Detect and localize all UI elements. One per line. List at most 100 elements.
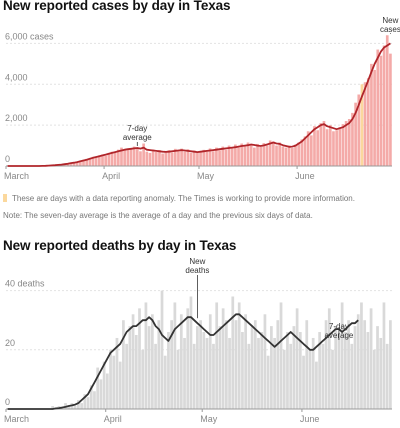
c0-x-tick-label-2: May	[197, 171, 215, 181]
c1-bar-62	[205, 337, 209, 409]
c1-bar-88	[289, 343, 293, 409]
c1-x-tick-label-2: May	[200, 414, 218, 424]
c0-bar-98	[316, 130, 319, 166]
c1-bar-53	[176, 349, 180, 409]
c0-bar-88	[284, 147, 288, 166]
c0-bar-25	[85, 158, 89, 166]
c1-bar-104	[340, 302, 344, 409]
c0-bar-46	[151, 149, 155, 166]
c0-bar-36	[120, 147, 123, 166]
c0-bar-44	[145, 151, 149, 166]
c1-bar-19	[67, 406, 71, 409]
c1-bar-81	[266, 355, 270, 409]
c1-bar-114	[372, 349, 376, 409]
c1-bar-31	[105, 373, 109, 409]
c1-bar-66	[218, 326, 222, 409]
anomaly-swatch	[3, 194, 7, 202]
c0-bar-78	[253, 147, 256, 166]
c0-bar-114	[366, 78, 370, 166]
c1-bar-49	[163, 355, 167, 409]
c0-bar-107	[344, 121, 348, 166]
c1-x-tick-label-0: March	[4, 414, 29, 424]
c0-bar-45	[148, 152, 152, 166]
c0-bar-75	[243, 146, 247, 166]
c1-bar-29	[99, 379, 103, 409]
c0-bar-118	[379, 55, 383, 166]
c0-x-tick-label-3: June	[295, 171, 315, 181]
c0-y-tick-label-2: 4,000	[5, 72, 28, 82]
c1-bar-58	[192, 343, 196, 409]
c0-bar-100	[322, 121, 326, 166]
c1-bar-119	[389, 320, 392, 409]
c0-bar-108	[347, 119, 351, 166]
c1-bar-72	[237, 302, 241, 409]
c1-bar-108	[353, 326, 357, 409]
c1-bar-25	[86, 397, 90, 409]
c0-bar-22	[75, 161, 79, 166]
c0-bar-40	[132, 146, 136, 166]
c1-bar-47	[157, 320, 161, 409]
c1-bar-112	[366, 332, 370, 409]
c0-bar-21	[72, 162, 76, 166]
c0-anomaly-bar-0	[360, 84, 364, 166]
c1-bar-67	[221, 308, 225, 409]
c1-bar-23	[80, 403, 83, 409]
c0-bar-20	[69, 162, 73, 166]
c0-bar-87	[281, 146, 285, 166]
cases-chart-title: New reported cases by day in Texas	[3, 0, 231, 13]
c1-x-tick-label-1: April	[104, 414, 122, 424]
c1-bar-115	[376, 326, 379, 409]
c1-bar-93	[305, 320, 309, 409]
c1-bar-14	[51, 406, 54, 409]
c1-bar-83	[273, 337, 276, 409]
c1-bar-22	[77, 400, 80, 409]
seven-day-average-note: Note: The seven-day average is the avera…	[3, 211, 313, 220]
c0-bar-105	[338, 127, 342, 166]
c0-bar-67	[218, 150, 221, 166]
c0-bar-99	[319, 123, 323, 166]
c0-bar-72	[234, 144, 237, 166]
c0-bar-54	[177, 151, 180, 166]
c0-bar-23	[79, 160, 82, 166]
c0-bar-81	[262, 143, 266, 166]
c0-bar-69	[224, 149, 228, 166]
c1-bar-51	[170, 320, 174, 409]
c1-bar-101	[331, 349, 334, 409]
c0-bar-50	[164, 151, 168, 166]
c0-annotation-1-line-1: cases	[380, 25, 400, 34]
c0-bar-26	[88, 159, 92, 166]
c1-y-tick-label-1: 20	[5, 338, 15, 348]
c1-bar-87	[286, 332, 289, 409]
c0-bar-66	[215, 147, 218, 166]
c1-bar-28	[96, 367, 100, 409]
c0-bar-61	[199, 151, 202, 166]
c0-bar-106	[341, 124, 345, 166]
c0-bar-91	[294, 144, 297, 166]
c1-bar-85	[279, 302, 283, 409]
c0-bar-60	[196, 151, 199, 166]
c1-bar-73	[241, 332, 244, 409]
c0-bar-92	[297, 142, 300, 166]
c1-bar-33	[112, 355, 116, 409]
c0-bar-49	[161, 153, 164, 166]
c0-bar-35	[116, 149, 120, 166]
c1-bar-24	[83, 394, 87, 409]
c1-bar-80	[263, 314, 267, 409]
c1-bar-48	[160, 290, 164, 409]
c0-bar-47	[154, 151, 158, 166]
anomaly-note: These are days with a data reporting ano…	[3, 194, 355, 203]
c0-bar-83	[268, 140, 272, 166]
c1-bar-55	[183, 337, 186, 409]
c0-bar-74	[240, 143, 244, 166]
c0-bar-43	[142, 143, 145, 166]
c0-bar-84	[272, 141, 275, 166]
c0-bar-48	[158, 150, 161, 166]
c0-bar-104	[335, 130, 338, 166]
c0-annotation-0-line-0: 7-day	[127, 124, 147, 133]
c1-bar-100	[327, 308, 331, 409]
c0-x-tick-label-1: April	[102, 171, 120, 181]
c0-bar-86	[278, 142, 282, 166]
c0-bar-71	[230, 148, 234, 166]
c1-bar-103	[337, 337, 341, 409]
c0-bar-41	[135, 148, 139, 166]
